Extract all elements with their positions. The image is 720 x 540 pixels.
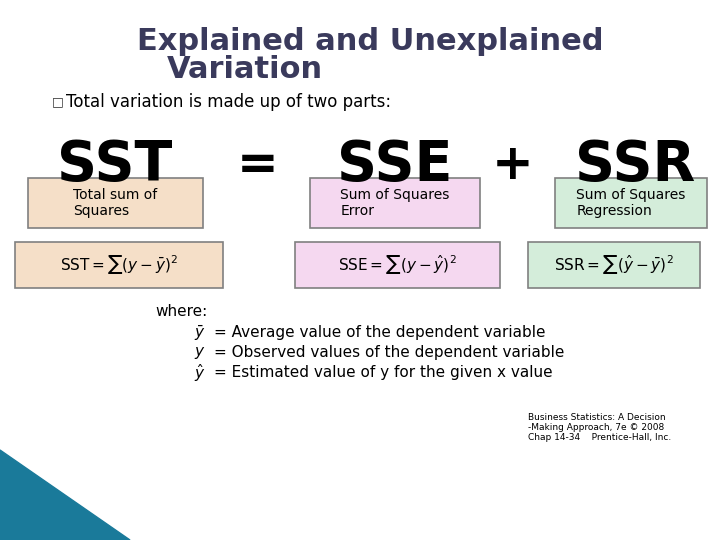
Text: Explained and Unexplained: Explained and Unexplained xyxy=(137,28,603,57)
Text: □: □ xyxy=(52,96,64,109)
Text: $y$: $y$ xyxy=(194,345,206,361)
Text: $\hat{y}$: $\hat{y}$ xyxy=(194,362,206,384)
Text: =: = xyxy=(237,141,279,189)
Text: SST: SST xyxy=(58,138,173,192)
FancyBboxPatch shape xyxy=(295,242,500,288)
Text: $\bar{y}$: $\bar{y}$ xyxy=(194,323,206,342)
Text: $\mathrm{SSR} = \sum(\hat{y} - \bar{y})^2$: $\mathrm{SSR} = \sum(\hat{y} - \bar{y})^… xyxy=(554,253,674,276)
Text: Chap 14-34    Prentice-Hall, Inc.: Chap 14-34 Prentice-Hall, Inc. xyxy=(528,434,671,442)
Text: Business Statistics: A Decision: Business Statistics: A Decision xyxy=(528,414,665,422)
Text: SSE: SSE xyxy=(337,138,453,192)
FancyBboxPatch shape xyxy=(15,242,223,288)
Text: -Making Approach, 7e © 2008: -Making Approach, 7e © 2008 xyxy=(528,423,665,433)
Text: Total variation is made up of two parts:: Total variation is made up of two parts: xyxy=(66,93,391,111)
FancyBboxPatch shape xyxy=(555,178,707,228)
Polygon shape xyxy=(0,450,130,540)
Text: $\mathrm{SST} = \sum(y - \bar{y})^2$: $\mathrm{SST} = \sum(y - \bar{y})^2$ xyxy=(60,253,179,276)
Text: = Estimated value of y for the given x value: = Estimated value of y for the given x v… xyxy=(214,366,553,381)
FancyBboxPatch shape xyxy=(310,178,480,228)
Text: Variation: Variation xyxy=(167,56,323,84)
Text: SSR: SSR xyxy=(575,138,695,192)
Text: Total sum of
Squares: Total sum of Squares xyxy=(73,188,157,218)
Text: +: + xyxy=(492,141,534,189)
Text: = Average value of the dependent variable: = Average value of the dependent variabl… xyxy=(214,326,546,341)
Text: $\mathrm{SSE} = \sum(y - \hat{y})^2$: $\mathrm{SSE} = \sum(y - \hat{y})^2$ xyxy=(338,253,456,276)
Text: where:: where: xyxy=(155,305,207,320)
Text: = Observed values of the dependent variable: = Observed values of the dependent varia… xyxy=(214,346,564,361)
Text: Sum of Squares
Regression: Sum of Squares Regression xyxy=(576,188,685,218)
FancyBboxPatch shape xyxy=(528,242,700,288)
Text: Sum of Squares
Error: Sum of Squares Error xyxy=(341,188,450,218)
FancyBboxPatch shape xyxy=(28,178,203,228)
